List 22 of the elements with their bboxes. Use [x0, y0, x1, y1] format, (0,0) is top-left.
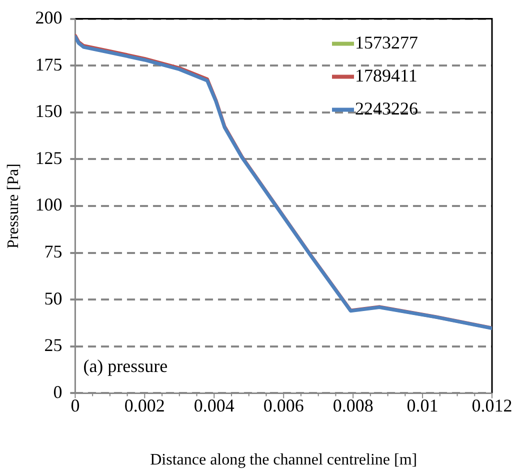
y-tick-label: 175: [35, 54, 62, 74]
y-tick-label: 0: [53, 382, 62, 402]
x-axis-title: Distance along the channel centreline [m]: [150, 452, 418, 469]
x-tick-label: 0.008: [332, 396, 374, 416]
x-tick-label: 0.012: [472, 396, 512, 416]
y-tick-label: 75: [44, 242, 62, 262]
y-tick-label: 200: [35, 8, 62, 28]
legend-label: 2243226: [355, 98, 418, 119]
y-axis-title: Pressure [Pa]: [4, 164, 22, 248]
legend-label: 1573277: [355, 32, 418, 53]
y-tick-label: 150: [35, 101, 62, 122]
y-tick-label: 125: [35, 148, 62, 168]
x-tick-label: 0.01: [406, 396, 438, 416]
y-tick-label: 100: [35, 194, 62, 215]
x-tick-label: 0.004: [194, 396, 234, 416]
y-tick-label: 50: [44, 288, 62, 308]
legend-label: 1789411: [355, 66, 418, 86]
annotation: (a) pressure: [83, 356, 168, 376]
y-tick-label: 25: [44, 335, 62, 356]
x-tick-label: 0.006: [263, 396, 304, 416]
x-tick-label: 0.002: [124, 396, 165, 416]
x-tick-label: 0: [70, 396, 80, 416]
